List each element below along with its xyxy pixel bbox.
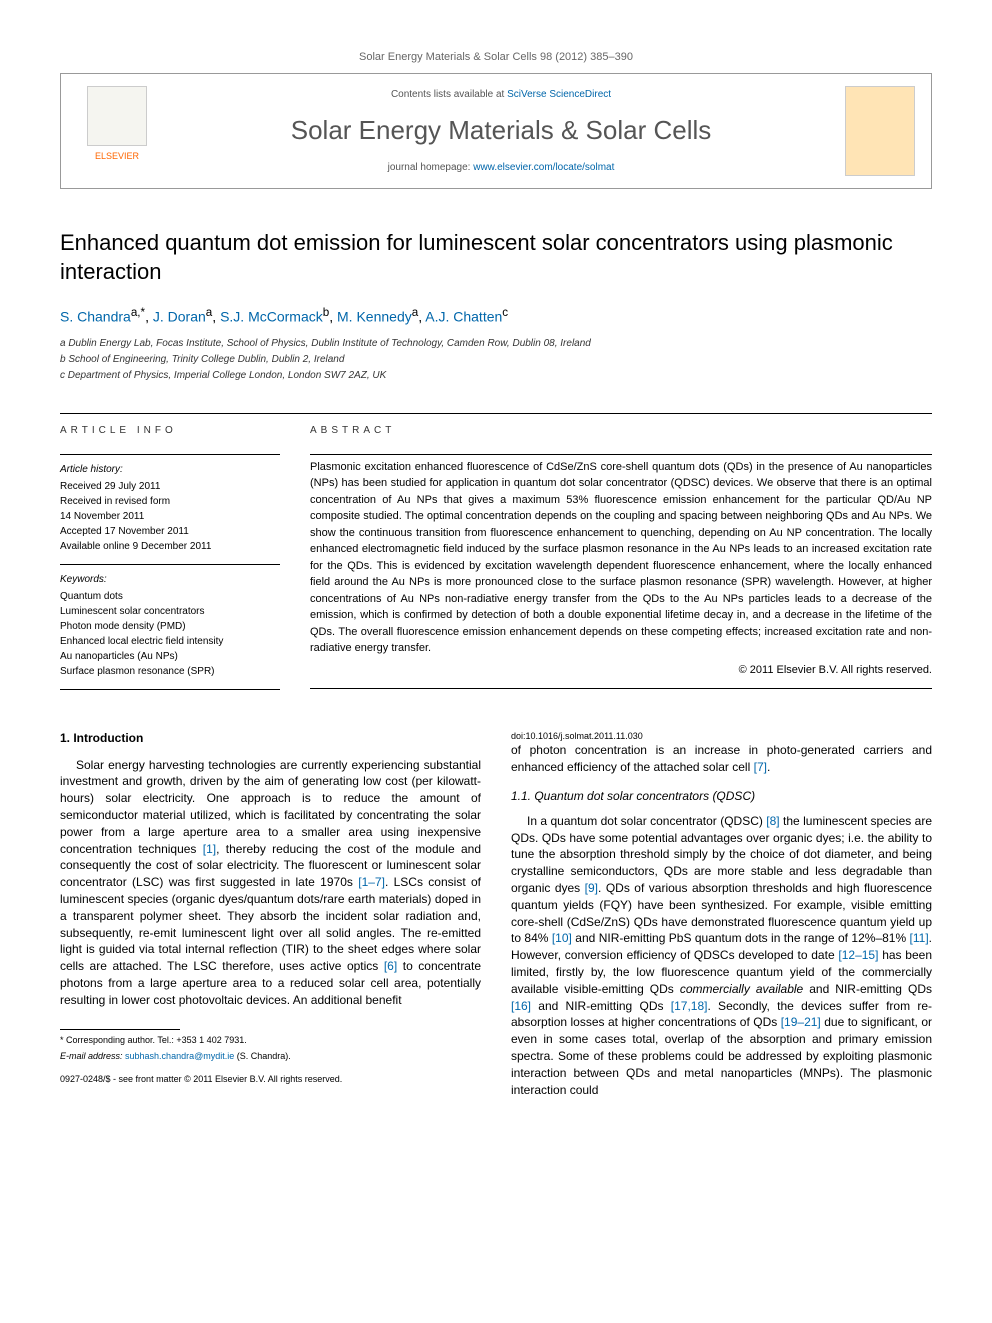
citation-link[interactable]: [9] — [585, 881, 598, 895]
body-text: and NIR-emitting PbS quantum dots in the… — [572, 931, 910, 945]
citation-link[interactable]: [16] — [511, 999, 531, 1013]
doi-line: doi:10.1016/j.solmat.2011.11.030 — [511, 730, 932, 743]
email-suffix: (S. Chandra). — [234, 1051, 291, 1061]
citation-link[interactable]: [17,18] — [671, 999, 708, 1013]
header-center: Contents lists available at SciVerse Sci… — [157, 88, 845, 174]
affiliation: a Dublin Energy Lab, Focas Institute, Sc… — [60, 337, 932, 351]
citation-link[interactable]: [1] — [203, 842, 216, 856]
publisher-name: ELSEVIER — [95, 150, 139, 163]
section-heading: 1. Introduction — [60, 730, 481, 747]
email-label: E-mail address: — [60, 1051, 125, 1061]
corresponding-author-note: * Corresponding author. Tel.: +353 1 402… — [60, 1034, 481, 1047]
citation-link[interactable]: [11] — [910, 931, 929, 945]
email-link[interactable]: subhash.chandra@mydit.ie — [125, 1051, 234, 1061]
paragraph: of photon concentration is an increase i… — [511, 742, 932, 776]
elsevier-tree-icon — [87, 86, 147, 146]
article-info-heading: ARTICLE INFO — [60, 414, 280, 444]
body-text: . — [767, 760, 770, 774]
header-box: ELSEVIER Contents lists available at Sci… — [60, 73, 932, 189]
author-link[interactable]: S.J. McCormack — [220, 308, 323, 324]
author-sup: c — [502, 306, 508, 319]
copyright-line: © 2011 Elsevier B.V. All rights reserved… — [310, 663, 932, 678]
article-info-column: ARTICLE INFO Article history: Received 2… — [60, 414, 280, 690]
citation-link[interactable]: [7] — [754, 760, 767, 774]
journal-name: Solar Energy Materials & Solar Cells — [157, 112, 845, 148]
body-text: In a quantum dot solar concentrator (QDS… — [527, 814, 766, 828]
email-note: E-mail address: subhash.chandra@mydit.ie… — [60, 1050, 481, 1063]
article-body: 1. Introduction Solar energy harvesting … — [60, 730, 932, 1099]
citation-link[interactable]: [10] — [552, 931, 572, 945]
issn-line: 0927-0248/$ - see front matter © 2011 El… — [60, 1073, 481, 1086]
citation-link[interactable]: [8] — [766, 814, 779, 828]
citation-link[interactable]: [12–15] — [838, 948, 878, 962]
body-text: and NIR-emitting QDs — [803, 982, 932, 996]
paragraph: In a quantum dot solar concentrator (QDS… — [511, 813, 932, 1099]
history-label: Article history: — [60, 463, 280, 477]
author-sup: a,* — [131, 306, 145, 319]
author-link[interactable]: J. Doran — [153, 308, 206, 324]
author-link[interactable]: S. Chandra — [60, 308, 131, 324]
journal-header: Solar Energy Materials & Solar Cells 98 … — [60, 50, 932, 65]
contents-prefix: Contents lists available at — [391, 89, 507, 100]
abstract-column: ABSTRACT Plasmonic excitation enhanced f… — [310, 414, 932, 690]
paragraph: Solar energy harvesting technologies are… — [60, 757, 481, 1009]
homepage-prefix: journal homepage: — [388, 162, 474, 173]
article-title: Enhanced quantum dot emission for lumine… — [60, 229, 932, 286]
publisher-logo-block: ELSEVIER — [77, 86, 157, 176]
author-list: S. Chandraa,*, J. Dorana, S.J. McCormack… — [60, 305, 932, 327]
sciverse-link[interactable]: SciVerse ScienceDirect — [507, 89, 611, 100]
affiliation: c Department of Physics, Imperial Colleg… — [60, 369, 932, 383]
history-text: Received 29 July 2011 Received in revise… — [60, 479, 280, 554]
affiliation: b School of Engineering, Trinity College… — [60, 353, 932, 367]
author-sup: b — [323, 306, 329, 319]
homepage-line: journal homepage: www.elsevier.com/locat… — [157, 161, 845, 175]
abstract-heading: ABSTRACT — [310, 414, 932, 444]
citation-link[interactable]: [6] — [384, 959, 397, 973]
journal-cover-thumbnail — [845, 86, 915, 176]
author-link[interactable]: A.J. Chatten — [425, 308, 502, 324]
keywords-label: Keywords: — [60, 573, 280, 587]
contents-line: Contents lists available at SciVerse Sci… — [157, 88, 845, 102]
author-sup: a — [412, 306, 418, 319]
author-sup: a — [206, 306, 212, 319]
body-text: of photon concentration is an increase i… — [511, 743, 932, 774]
homepage-link[interactable]: www.elsevier.com/locate/solmat — [473, 162, 614, 173]
author-link[interactable]: M. Kennedy — [337, 308, 412, 324]
citation-link[interactable]: [19–21] — [781, 1015, 821, 1029]
info-section: ARTICLE INFO Article history: Received 2… — [60, 413, 932, 690]
footnote-separator — [60, 1029, 180, 1030]
citation-link[interactable]: [1–7] — [358, 875, 385, 889]
keywords-text: Quantum dots Luminescent solar concentra… — [60, 589, 280, 679]
subsection-heading: 1.1. Quantum dot solar concentrators (QD… — [511, 788, 932, 805]
abstract-text: Plasmonic excitation enhanced fluorescen… — [310, 459, 932, 657]
